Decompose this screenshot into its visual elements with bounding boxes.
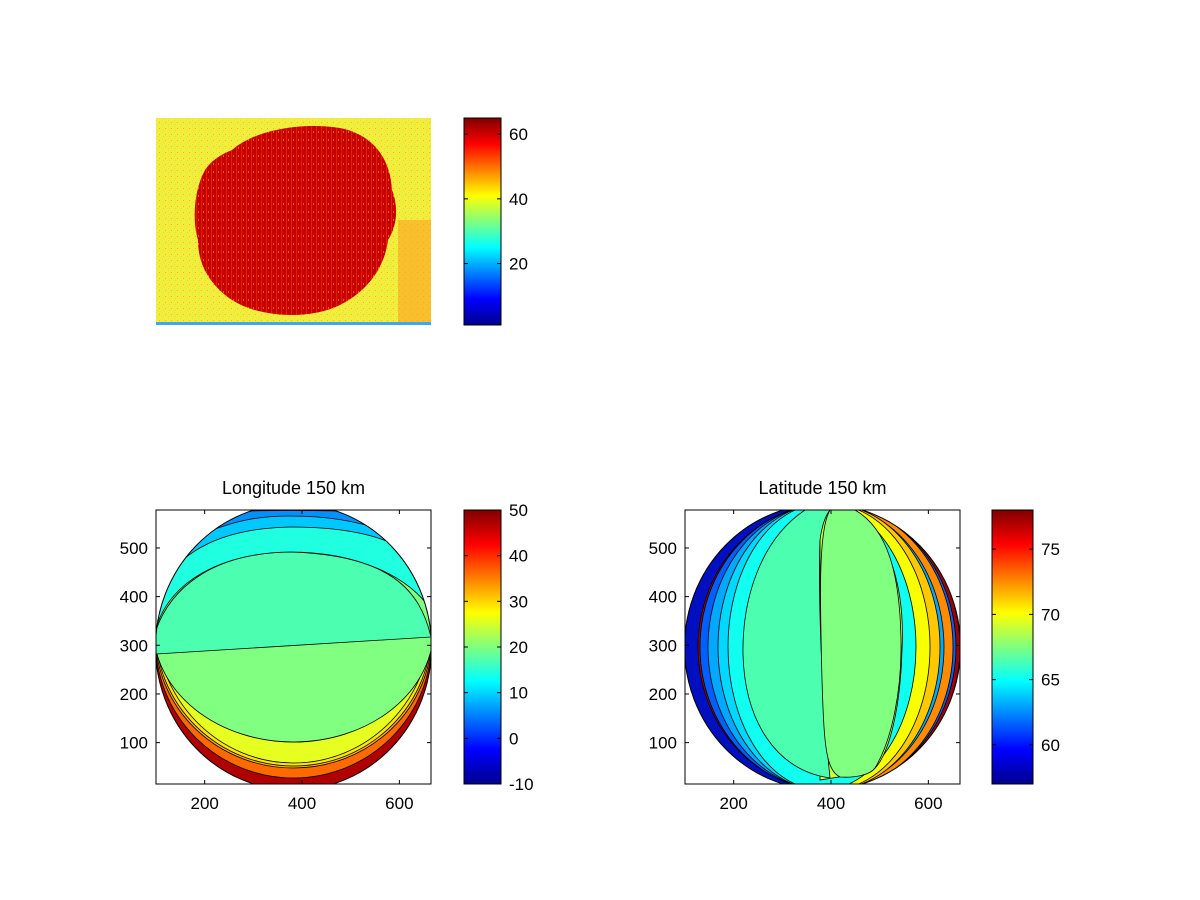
colorbar-3-gradient (991, 509, 1034, 785)
panel-latitude-title: Latitude 150 km (758, 478, 886, 498)
y-tick-label: 500 (120, 539, 148, 558)
y-tick-label: 100 (120, 734, 148, 753)
y-tick-label: 200 (649, 685, 677, 704)
colorbar-tick-label: 65 (1041, 671, 1060, 690)
lon-disk-mask (156, 510, 431, 784)
colorbar-tick-label: 70 (1041, 605, 1060, 624)
y-tick-label: 200 (120, 685, 148, 704)
colorbar-tick-label: 30 (509, 592, 528, 611)
panel-latitude-ticks: 200 400 600 100 200 300 400 500 (649, 510, 960, 813)
colorbar-2-gradient (463, 509, 502, 785)
panel-longitude-contours (156, 510, 431, 784)
lat-band-green (820, 510, 902, 778)
colorbar-2-ticks: -10 0 10 20 30 40 50 (464, 501, 534, 794)
colorbar-tick-label: 20 (509, 638, 528, 657)
colorbar-tick-label: 10 (509, 684, 528, 703)
colorbar-tick-label: 75 (1041, 540, 1060, 559)
image-bottom-line (156, 322, 431, 325)
panel-latitude-frame (684, 509, 961, 785)
y-tick-label: 300 (120, 636, 148, 655)
x-tick-label: 200 (719, 794, 747, 813)
colorbar-1-gradient (463, 117, 502, 326)
y-tick-label: 400 (120, 588, 148, 607)
colorbar-tick-label: 20 (509, 255, 528, 274)
panel-longitude-frame (155, 509, 432, 785)
image-right-strip (398, 220, 431, 323)
colorbar-2: -10 0 10 20 30 40 50 (463, 501, 534, 794)
panel-latitude: Latitude 150 km 200 400 600 100 200 300 400 500 (649, 478, 961, 813)
x-tick-label: 600 (914, 794, 942, 813)
image-disk (194, 126, 397, 316)
colorbar-1: 20 40 60 (463, 117, 528, 326)
y-tick-label: 500 (649, 539, 677, 558)
panel-longitude-title: Longitude 150 km (222, 478, 365, 498)
y-tick-label: 300 (649, 636, 677, 655)
colorbar-3: 60 65 70 75 (991, 509, 1060, 785)
x-tick-label: 200 (190, 794, 218, 813)
x-tick-label: 400 (288, 794, 316, 813)
x-tick-label: 400 (817, 794, 845, 813)
colorbar-tick-label: 50 (509, 501, 528, 520)
colorbar-tick-label: 60 (509, 125, 528, 144)
panel-longitude: Longitude 150 km 200 400 600 100 200 300 400 50… (120, 478, 432, 813)
y-tick-label: 100 (649, 734, 677, 753)
colorbar-tick-label: 0 (509, 729, 518, 748)
x-tick-label: 600 (385, 794, 413, 813)
y-tick-label: 400 (649, 588, 677, 607)
lat-disk-mask (685, 510, 960, 784)
panel-image (156, 118, 431, 325)
colorbar-tick-label: -10 (509, 775, 534, 794)
panel-longitude-ticks: 200 400 600 100 200 300 400 500 (120, 510, 431, 813)
colorbar-tick-label: 60 (1041, 736, 1060, 755)
colorbar-tick-label: 40 (509, 190, 528, 209)
panel-latitude-contours (685, 510, 960, 784)
lat-band-sea-green (742, 510, 831, 779)
colorbar-tick-label: 40 (509, 547, 528, 566)
colorbar-1-ticks: 20 40 60 (464, 125, 528, 274)
colorbar-3-ticks: 60 65 70 75 (992, 540, 1060, 755)
